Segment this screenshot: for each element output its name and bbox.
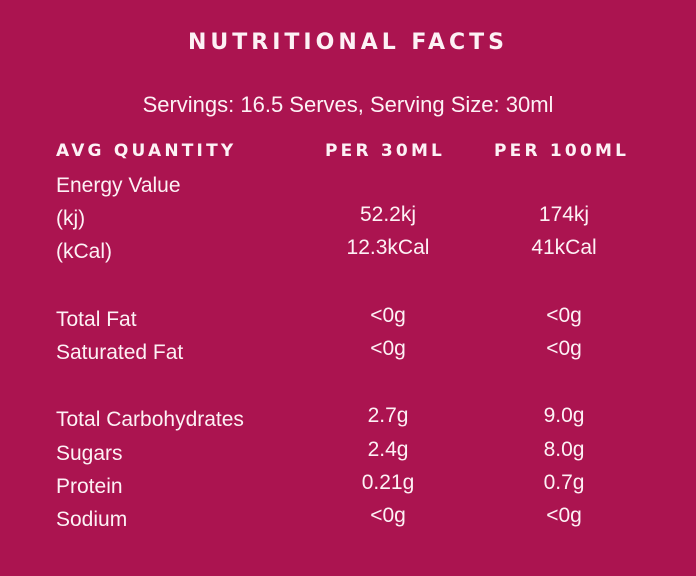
column-header-avg-quantity: AVG QUANTITY [56,141,237,161]
servings-info: Servings: 16.5 Serves, Serving Size: 30m… [142,92,554,117]
row-value-per-100ml: 8.0g [543,438,585,461]
row-value-per-30ml: 2.4g [367,438,409,461]
row-label: Sugars [56,442,123,465]
row-value-per-30ml: 12.3kCal [346,236,430,259]
column-header-per-100ml: PER 100ML [494,141,630,161]
row-label: (kCal) [56,240,112,263]
row-label: Energy Value [56,174,181,197]
row-value-per-30ml: 0.21g [361,471,415,494]
row-value-per-100ml: 174kj [538,203,590,226]
row-label: Sodium [56,508,128,531]
row-value-per-100ml: <0g [546,304,582,327]
table-row-energy-value: Energy Value [0,174,696,204]
row-value-per-100ml: 9.0g [543,404,585,427]
row-value-per-30ml: 2.7g [367,404,409,427]
row-label: Total Carbohydrates [56,408,244,431]
table-row-protein: Protein 0.21g 0.7g [0,471,696,505]
table-row-total-fat: Total Fat <0g <0g [0,304,696,338]
row-label: Saturated Fat [56,341,184,364]
table-row-sodium: Sodium <0g <0g [0,504,696,538]
row-value-per-100ml: 0.7g [543,471,585,494]
row-value-per-30ml: <0g [370,337,406,360]
row-label: Protein [56,475,123,498]
row-value-per-30ml: <0g [370,304,406,327]
row-value-per-100ml: <0g [546,337,582,360]
table-row-total-carbohydrates: Total Carbohydrates 2.7g 9.0g [0,404,696,438]
row-value-per-100ml: <0g [546,504,582,527]
table-row-kcal: (kCal) 12.3kCal 41kCal [0,236,696,270]
row-value-per-100ml: 41kCal [531,236,597,259]
row-value-per-30ml: 52.2kj [359,203,417,226]
nutrition-title: NUTRITIONAL FACTS [188,30,508,55]
table-row-saturated-fat: Saturated Fat <0g <0g [0,337,696,371]
column-header-per-30ml: PER 30ML [325,141,446,161]
row-label: (kj) [56,207,86,230]
row-value-per-30ml: <0g [370,504,406,527]
row-label: Total Fat [56,308,137,331]
table-row-sugars: Sugars 2.4g 8.0g [0,438,696,472]
table-row-kj: (kj) 52.2kj 174kj [0,203,696,237]
